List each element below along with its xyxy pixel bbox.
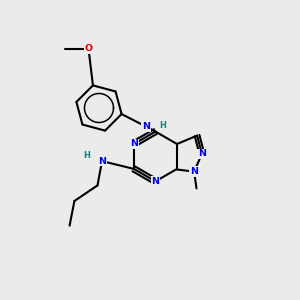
Text: N: N <box>152 177 159 186</box>
Text: N: N <box>142 122 150 131</box>
Text: N: N <box>198 149 206 158</box>
Text: N: N <box>190 167 198 176</box>
Text: N: N <box>98 157 106 166</box>
Text: H: H <box>159 121 166 130</box>
Text: O: O <box>84 44 93 53</box>
Text: H: H <box>83 151 90 160</box>
Text: N: N <box>130 140 138 148</box>
